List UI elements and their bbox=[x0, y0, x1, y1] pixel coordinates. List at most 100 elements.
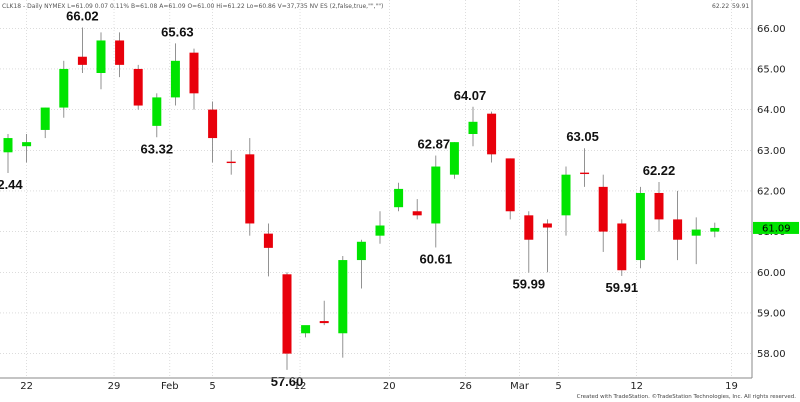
candle-body bbox=[3, 138, 13, 153]
candle-body bbox=[170, 60, 180, 98]
candle-body bbox=[189, 52, 199, 94]
candle bbox=[524, 211, 534, 273]
candle-body bbox=[22, 142, 32, 147]
chart-header: CLK18 - Daily NYMEX L=61.09 0.07 0.11% B… bbox=[2, 3, 749, 10]
header-value-2: 59.91 bbox=[732, 3, 749, 10]
x-tick-label: Mar bbox=[510, 381, 530, 392]
price-annotations: 2.4466.0265.6363.3257.6062.8760.6164.075… bbox=[0, 8, 675, 388]
candle-body bbox=[431, 166, 441, 224]
candle-body bbox=[282, 274, 292, 354]
y-tick-label: 63.00 bbox=[757, 146, 786, 157]
x-tick-label: 26 bbox=[459, 381, 472, 392]
price-annotation: 64.07 bbox=[454, 88, 487, 103]
candle-body bbox=[487, 113, 497, 155]
candle-body bbox=[691, 229, 701, 236]
grid-lines bbox=[0, 0, 752, 378]
symbol-info: CLK18 - Daily NYMEX L=61.09 0.07 0.11% B… bbox=[2, 3, 383, 10]
last-price-tag-label: 61.09 bbox=[762, 223, 791, 234]
price-annotation: 63.32 bbox=[141, 141, 174, 156]
candle bbox=[394, 182, 404, 212]
candle-body bbox=[115, 40, 125, 65]
candle bbox=[375, 211, 385, 244]
x-axis: 22 29 Feb 5 12 20 26 Mar 5 12 19 bbox=[0, 377, 752, 392]
candle-body bbox=[152, 97, 162, 126]
candle bbox=[152, 93, 162, 138]
candle-body bbox=[356, 241, 366, 261]
candle bbox=[263, 223, 273, 277]
y-tick-label: 59.00 bbox=[757, 308, 786, 319]
last-price-tag: 61.09 bbox=[753, 221, 799, 234]
candle-body bbox=[561, 174, 571, 216]
candle bbox=[245, 138, 255, 236]
candle bbox=[598, 174, 608, 252]
candle-body bbox=[226, 161, 236, 164]
credit-text: Created with TradeStation. ©TradeStation… bbox=[577, 393, 797, 400]
price-annotation: 63.05 bbox=[566, 129, 599, 144]
candle bbox=[282, 272, 292, 370]
candle-body bbox=[208, 109, 218, 139]
candle bbox=[673, 190, 683, 261]
candle bbox=[542, 219, 552, 273]
candle bbox=[654, 181, 664, 232]
candle-body bbox=[412, 211, 422, 216]
y-tick-label: 58.00 bbox=[757, 349, 786, 360]
candle bbox=[208, 101, 218, 163]
candle bbox=[40, 107, 50, 139]
last-price-tag-bg bbox=[753, 221, 799, 234]
candle bbox=[468, 106, 478, 147]
candle bbox=[59, 60, 69, 118]
y-tick-label: 62.00 bbox=[757, 186, 786, 197]
candle bbox=[319, 300, 329, 326]
candle-body bbox=[77, 56, 87, 65]
y-tick-label: 60.00 bbox=[757, 268, 786, 279]
candle bbox=[412, 199, 422, 220]
price-annotation: 2.44 bbox=[0, 177, 23, 192]
candle bbox=[3, 134, 13, 174]
candle-body bbox=[133, 68, 143, 106]
candle bbox=[115, 32, 125, 78]
x-tick-label: 22 bbox=[20, 381, 33, 392]
candle bbox=[170, 43, 180, 106]
price-annotation: 62.22 bbox=[643, 163, 676, 178]
y-axis: 58.0059.0060.0061.0062.0063.0064.0065.00… bbox=[751, 0, 786, 378]
candle-body bbox=[710, 227, 720, 232]
candle-body bbox=[59, 68, 69, 108]
candle-body bbox=[319, 321, 329, 324]
candle bbox=[96, 32, 106, 90]
price-annotation: 66.02 bbox=[66, 8, 99, 23]
candle-body bbox=[673, 219, 683, 240]
candle bbox=[77, 27, 87, 73]
x-tick-label: 29 bbox=[108, 381, 121, 392]
candle-body bbox=[617, 223, 627, 271]
header-value-1: 62.22 bbox=[712, 3, 729, 10]
y-tick-label: 66.00 bbox=[757, 24, 786, 35]
candle-body bbox=[375, 225, 385, 236]
candle-body bbox=[338, 260, 348, 334]
candle-body bbox=[96, 40, 106, 73]
price-annotation: 59.91 bbox=[606, 280, 639, 295]
x-tick-label: 5 bbox=[555, 381, 561, 392]
candle-body bbox=[245, 154, 255, 224]
candle bbox=[617, 219, 627, 276]
candle bbox=[487, 111, 497, 163]
y-tick-label: 65.00 bbox=[757, 64, 786, 75]
candle bbox=[189, 48, 199, 110]
candle bbox=[356, 239, 366, 289]
candle-body bbox=[524, 215, 534, 240]
price-annotation: 59.99 bbox=[513, 277, 546, 292]
candle-body bbox=[542, 223, 552, 228]
price-annotation: 65.63 bbox=[161, 24, 194, 39]
x-tick-label: 12 bbox=[294, 381, 307, 392]
candle bbox=[22, 134, 32, 163]
candle bbox=[505, 158, 515, 220]
price-annotation: 62.87 bbox=[418, 137, 451, 152]
candle bbox=[710, 222, 720, 238]
candle-body bbox=[263, 233, 273, 248]
candles bbox=[3, 27, 720, 370]
candle-body bbox=[635, 192, 645, 261]
candle bbox=[431, 155, 441, 248]
candle bbox=[580, 148, 590, 187]
candle-body bbox=[598, 186, 608, 232]
